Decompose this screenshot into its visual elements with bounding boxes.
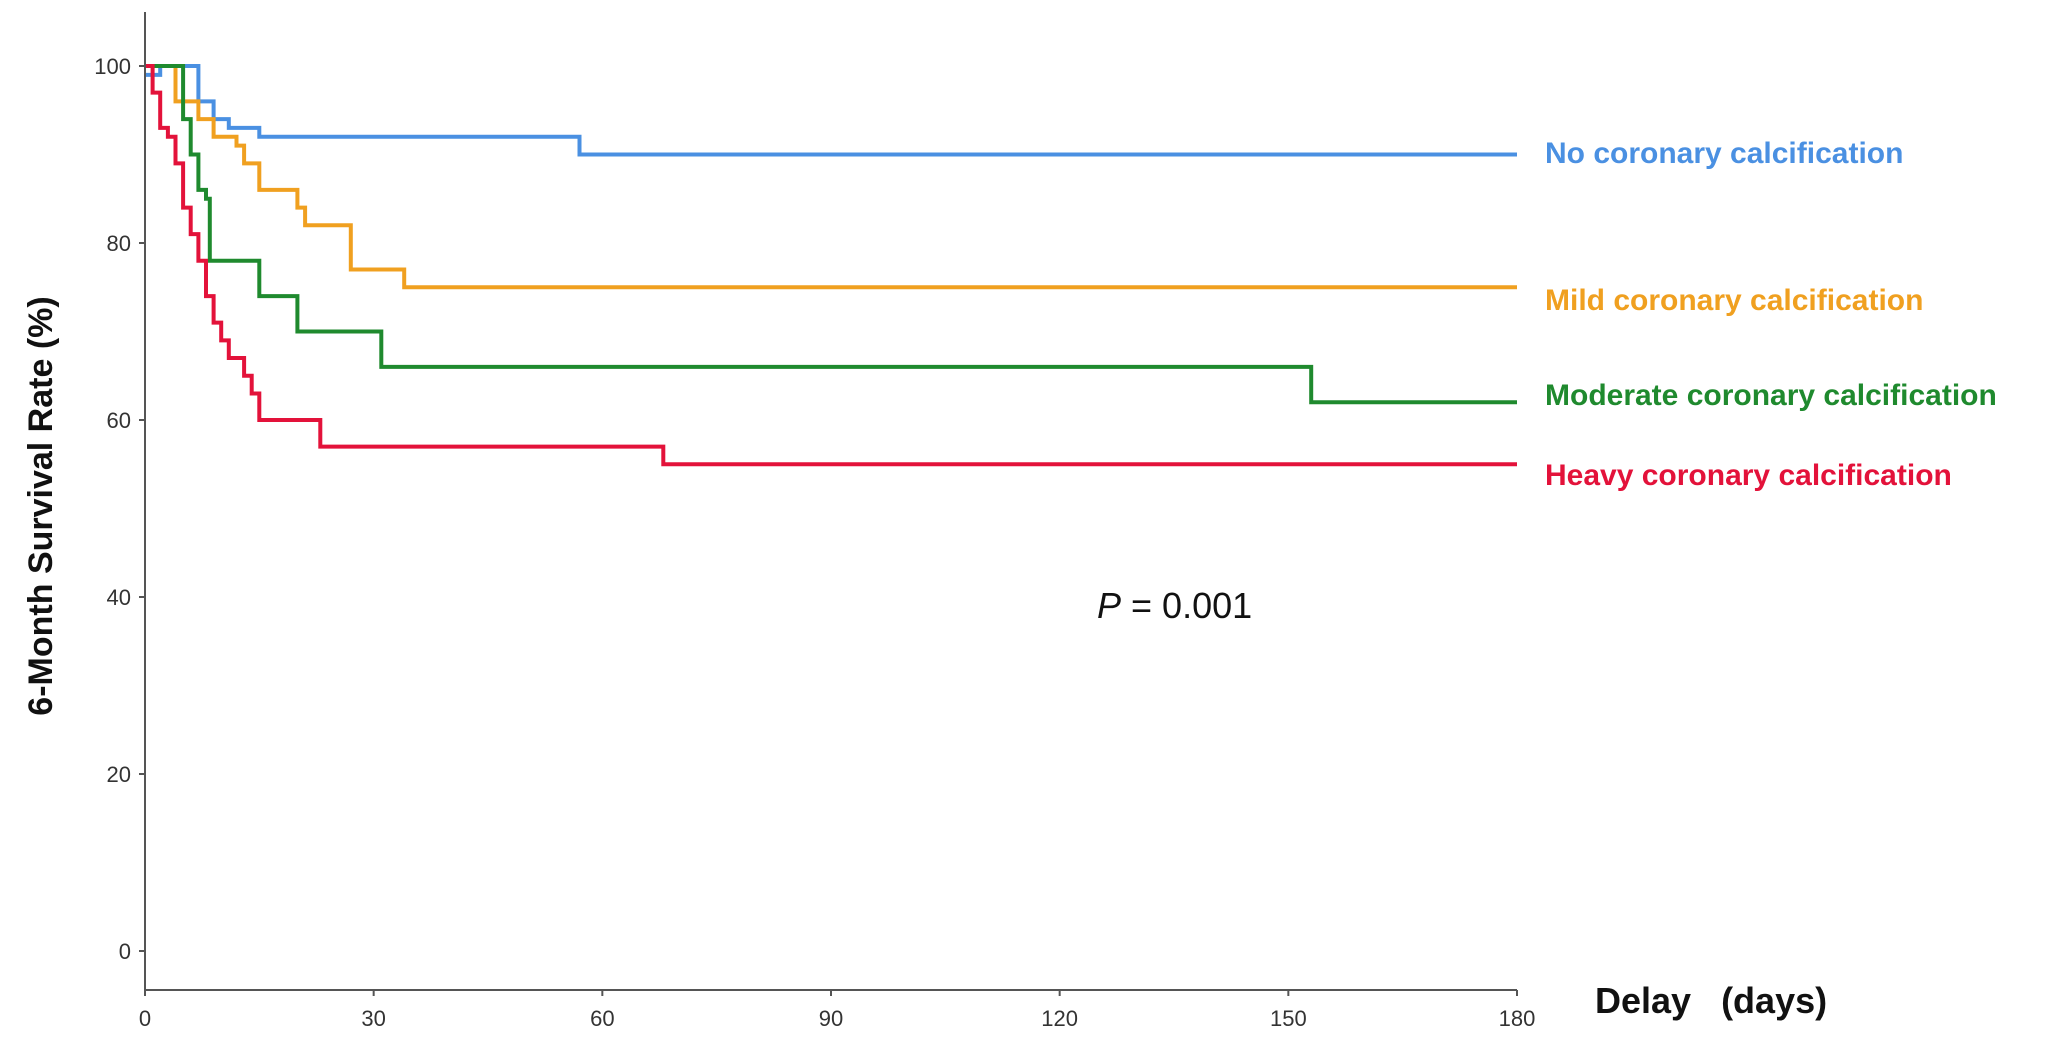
x-tick-label: 90 bbox=[819, 1006, 843, 1031]
series-line-mild-coronary-calcification bbox=[145, 64, 1517, 290]
x-tick-label: 60 bbox=[590, 1006, 614, 1031]
y-tick-label: 40 bbox=[107, 585, 131, 610]
series-line-no-coronary-calcification bbox=[145, 64, 1517, 157]
x-tick-label: 150 bbox=[1270, 1006, 1307, 1031]
y-tick-label: 60 bbox=[107, 408, 131, 433]
y-axis-ticks: 0 20 40 60 80 100 bbox=[94, 54, 145, 964]
series-label: Heavy coronary calcification bbox=[1545, 459, 1952, 492]
series-label: Moderate coronary calcification bbox=[1545, 379, 1997, 412]
y-tick-label: 80 bbox=[107, 231, 131, 256]
series-line-moderate-coronary-calcification bbox=[145, 64, 1517, 405]
x-tick-label: 30 bbox=[361, 1006, 385, 1031]
p-value-annotation: P = 0.001 bbox=[1097, 585, 1252, 626]
y-axis-title: 6-Month Survival Rate (%) bbox=[22, 296, 60, 715]
x-tick-label: 0 bbox=[139, 1006, 151, 1031]
series-labels: No coronary calcification Mild coronary c… bbox=[1545, 137, 1997, 492]
y-tick-label: 0 bbox=[119, 939, 131, 964]
x-axis-title: Delay (days) bbox=[1595, 980, 1827, 1021]
y-tick-label: 20 bbox=[107, 762, 131, 787]
x-tick-label: 120 bbox=[1041, 1006, 1078, 1031]
p-value-symbol: P bbox=[1097, 585, 1121, 626]
p-value-text: = 0.001 bbox=[1121, 585, 1252, 626]
series-label: Mild coronary calcification bbox=[1545, 284, 1923, 317]
series-line-heavy-coronary-calcification bbox=[145, 64, 1517, 467]
x-axis-ticks: 0 30 60 90 120 150 180 bbox=[139, 990, 1535, 1031]
series-label: No coronary calcification bbox=[1545, 137, 1903, 170]
series-lines bbox=[145, 64, 1517, 467]
x-tick-label: 180 bbox=[1499, 1006, 1536, 1031]
y-tick-label: 100 bbox=[94, 54, 131, 79]
